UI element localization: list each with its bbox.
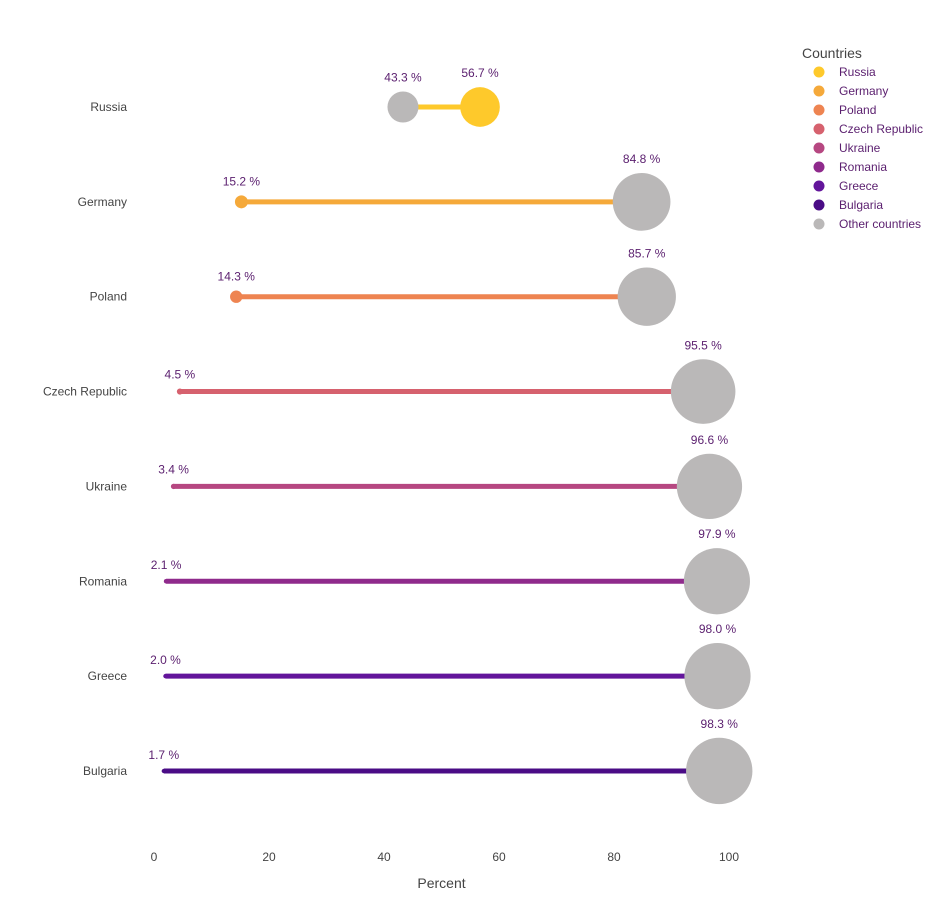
x-tick-label: 40 [377,850,391,864]
row-poland: Poland 14.3 % 85.7 % [90,247,676,326]
country-value-label: 56.7 % [461,66,499,80]
legend-label: Romania [839,160,887,174]
y-tick-label: Germany [78,195,127,209]
row-ukraine: Ukraine 3.4 % 96.6 % [86,433,743,520]
legend-label: Ukraine [839,141,881,155]
legend-marker [813,85,825,97]
x-tick-label: 80 [607,850,621,864]
legend-marker [813,199,825,211]
y-tick-label: Romania [79,574,127,588]
legend-marker [813,123,825,135]
country-point [163,673,168,679]
legend-item-germany[interactable]: Germany [813,84,889,98]
plot-area: Russia 56.7 % 43.3 % Germany 15.2 % 84.8 % Pol… [43,66,753,805]
y-tick-label: Greece [88,669,128,683]
legend-title: Countries [802,45,862,61]
country-point [234,195,248,209]
country-value-label: 3.4 % [158,463,189,477]
other-value-label: 43.3 % [384,70,422,84]
country-point [163,578,169,584]
legend-item-poland[interactable]: Poland [813,103,877,117]
other-value-label: 85.7 % [628,247,666,261]
x-tick-label: 20 [262,850,276,864]
legend-marker [813,161,825,173]
legend-item-greece[interactable]: Greece [813,179,879,193]
legend-item-czech-republic[interactable]: Czech Republic [813,122,924,136]
legend-item-ukraine[interactable]: Ukraine [813,141,881,155]
legend-marker [813,180,825,192]
other-countries-point [612,172,671,231]
row-bulgaria: Bulgaria 1.7 % 98.3 % [83,717,753,805]
other-value-label: 98.3 % [701,717,739,731]
country-value-label: 14.3 % [218,270,256,284]
other-countries-point [683,548,750,615]
y-tick-label: Czech Republic [43,385,127,399]
other-countries-point [617,267,676,326]
row-romania: Romania 2.1 % 97.9 % [79,527,750,615]
x-tick-label: 60 [492,850,506,864]
country-point [460,87,500,127]
country-point [161,768,166,774]
legend-label: Greece [839,179,879,193]
country-value-label: 4.5 % [165,368,196,382]
country-value-label: 15.2 % [223,174,261,188]
legend-label: Bulgaria [839,198,883,212]
other-value-label: 97.9 % [698,527,736,541]
legend-marker [813,104,825,116]
legend-label: Poland [839,103,876,117]
legend-marker [813,66,825,78]
legend-marker [813,218,825,230]
x-tick-label: 0 [151,850,158,864]
country-point [230,290,243,303]
country-value-label: 1.7 % [148,748,179,762]
legend-label: Other countries [839,217,921,231]
legend[interactable]: Countries Russia Germany Poland Czech Repub… [802,45,923,231]
other-value-label: 96.6 % [691,433,729,447]
y-tick-label: Bulgaria [83,764,127,778]
other-countries-point [684,643,751,710]
legend-label: Germany [839,84,888,98]
legend-item-bulgaria[interactable]: Bulgaria [813,198,884,212]
row-russia: Russia 56.7 % 43.3 % [90,66,500,127]
y-tick-label: Poland [90,290,127,304]
other-value-label: 84.8 % [623,152,661,166]
row-greece: Greece 2.0 % 98.0 % [88,622,751,710]
legend-item-romania[interactable]: Romania [813,160,888,174]
y-tick-label: Ukraine [86,479,128,493]
other-value-label: 95.5 % [684,338,722,352]
row-czech-republic: Czech Republic 4.5 % 95.5 % [43,338,736,424]
legend-marker [813,142,825,154]
other-countries-point [387,91,419,123]
other-countries-point [670,359,736,424]
other-countries-point [676,453,743,520]
legend-label: Russia [839,65,876,79]
country-value-label: 2.0 % [150,653,181,667]
country-point [170,483,177,490]
row-germany: Germany 15.2 % 84.8 % [78,152,671,231]
country-point [176,388,183,395]
y-tick-label: Russia [90,100,127,114]
x-axis: Percent 0 20 40 60 80 100 [151,850,740,891]
country-value-label: 2.1 % [151,558,182,572]
other-value-label: 98.0 % [699,622,737,636]
legend-item-other-countries[interactable]: Other countries [813,217,922,231]
other-countries-point [686,737,753,805]
x-tick-label: 100 [719,850,739,864]
legend-label: Czech Republic [839,122,923,136]
legend-item-russia[interactable]: Russia [813,65,877,79]
x-axis-title: Percent [417,875,465,891]
